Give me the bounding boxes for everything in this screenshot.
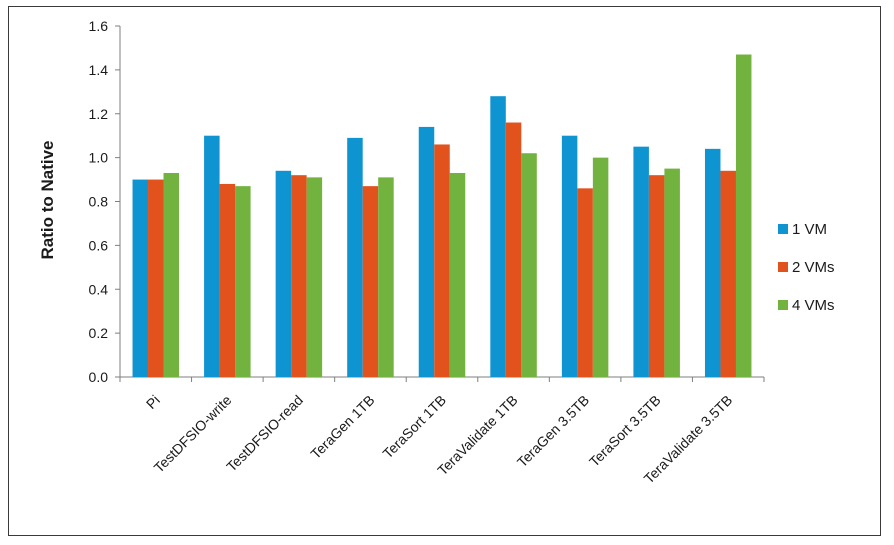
bar-1-vm [633, 146, 649, 377]
y-tick-label: 0.6 [89, 237, 109, 253]
legend-label: 4 VMs [792, 297, 835, 314]
bar-2-vms [291, 175, 307, 377]
bar-4-vms [664, 168, 680, 377]
legend-swatch [778, 300, 788, 310]
bar-1-vm [561, 135, 578, 377]
y-tick-label: 0.2 [89, 325, 109, 341]
y-tick-label: 1.2 [89, 106, 109, 122]
bar-1-vm [204, 135, 220, 377]
y-tick-label: 0.4 [89, 281, 109, 297]
bar-1-vm [418, 126, 435, 377]
bar-1-vm [132, 179, 149, 377]
bar-1-vm [347, 137, 363, 377]
x-category-label: TeraGen 1TB [307, 392, 377, 462]
x-category-label: Pi [143, 392, 163, 412]
bar-2-vms [648, 175, 665, 377]
bar-2-vms [362, 186, 379, 377]
y-axis: 0.0 0.2 0.4 0.6 0.8 1.0 1.2 1.4 1.6 [89, 18, 121, 385]
bar-1-vm [490, 96, 506, 377]
y-tick-label: 1.4 [89, 62, 109, 78]
bar-2-vms [434, 144, 450, 377]
bar-4-vms [449, 172, 466, 377]
bar-4-vms [306, 177, 323, 377]
x-category-label: TeraSort 1TB [379, 392, 449, 462]
x-category-label: TeraSort 3.5TB [586, 392, 664, 470]
bar-2-vms [505, 122, 522, 378]
legend: 1 VM 2 VMs 4 VMs [778, 221, 835, 314]
x-category-label: TeraGen 3.5TB [514, 392, 592, 470]
bar-4-vms [378, 177, 394, 377]
legend-label: 1 VM [792, 221, 827, 238]
bar-4-vms [521, 153, 537, 377]
bar-4-vms [735, 54, 752, 378]
bar-2-vms [720, 170, 736, 377]
bar-1-vm [275, 170, 292, 377]
bar-4-vms [163, 172, 180, 377]
bar-2-vms [219, 183, 236, 377]
bar-4-vms [592, 157, 609, 377]
legend-swatch [778, 224, 788, 234]
bar-1-vm [704, 148, 721, 377]
y-tick-label: 1.6 [89, 18, 109, 34]
y-tick-label: 0.0 [89, 369, 109, 385]
bar-2-vms [577, 188, 593, 377]
legend-label: 2 VMs [792, 259, 835, 276]
legend-swatch [778, 262, 788, 272]
bars [132, 54, 752, 378]
x-category-label: TestDFSIO-write [151, 392, 235, 476]
bar-4-vms [235, 186, 251, 377]
y-tick-label: 0.8 [89, 194, 109, 210]
y-tick-label: 1.0 [89, 150, 109, 166]
y-axis-label: Ratio to Native [38, 140, 57, 259]
bar-2-vms [148, 179, 164, 377]
x-category-label: TestDFSIO-read [223, 392, 306, 475]
